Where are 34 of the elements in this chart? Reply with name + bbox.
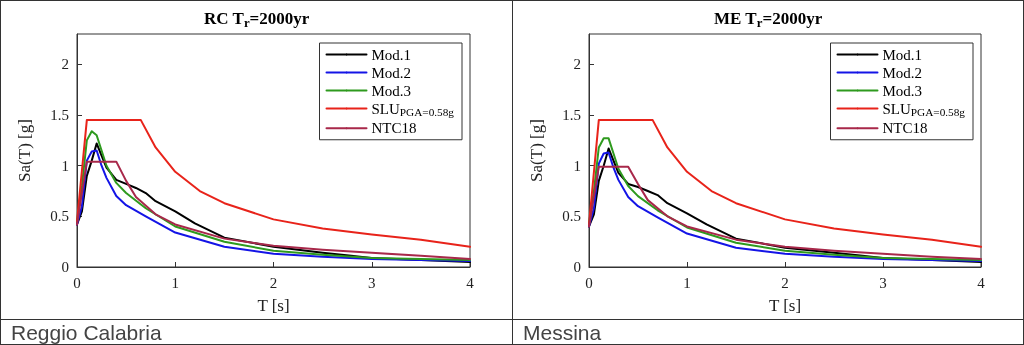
y-tick-label: 1 (61, 157, 69, 174)
legend-label: Mod.3 (371, 82, 412, 99)
legend-label: Mod.2 (882, 64, 923, 81)
y-axis-title: Sa(T) [g] (15, 119, 34, 182)
x-tick-label: 0 (73, 274, 81, 291)
legend-label: NTC18 (371, 120, 417, 137)
y-tick-label: 0.5 (562, 208, 581, 225)
legend-label: Mod.3 (882, 82, 923, 99)
x-tick-label: 3 (879, 274, 887, 291)
legend-label: Mod.2 (371, 64, 412, 81)
legend-label: NTC18 (882, 120, 928, 137)
x-tick-label: 4 (466, 274, 475, 291)
text: Reggio Calabria (1, 319, 512, 344)
y-tick-label: 1 (573, 157, 581, 174)
legend-label: Mod.1 (371, 46, 412, 63)
x-tick-label: 2 (781, 274, 789, 291)
y-tick-label: 1.5 (562, 107, 581, 124)
x-axis-title: T [s] (768, 296, 802, 315)
y-tick-label: 2 (573, 56, 581, 73)
x-tick-label: 1 (683, 274, 691, 291)
x-tick-label: 0 (585, 274, 593, 291)
x-tick-label: 2 (269, 274, 278, 291)
y-tick-label: 0 (61, 259, 69, 275)
text: Messina (513, 319, 1023, 344)
x-tick-label: 4 (977, 274, 986, 291)
x-tick-label: 1 (171, 274, 179, 291)
y-tick-label: 2 (61, 56, 69, 73)
legend-label: Mod.1 (882, 46, 923, 63)
x-axis-title: T [s] (257, 296, 290, 315)
x-tick-label: 3 (368, 274, 376, 291)
y-tick-label: 0 (573, 259, 581, 275)
y-axis-title: Sa(T) [g] (527, 119, 546, 182)
y-tick-label: 0.5 (50, 208, 69, 225)
y-tick-label: 1.5 (50, 107, 69, 124)
